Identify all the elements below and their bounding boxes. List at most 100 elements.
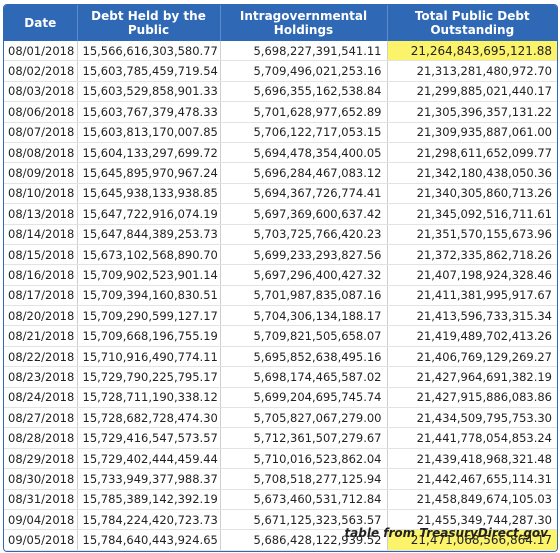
cell-intragovernmental-holdings: 5,710,016,523,862.04 <box>220 448 388 470</box>
cell-date: 08/08/2018 <box>4 142 78 164</box>
table-header: Date Debt Held by the Public Intragovern… <box>4 5 557 41</box>
cell-date: 08/21/2018 <box>4 325 78 347</box>
cell-intragovernmental-holdings: 5,704,306,134,188.17 <box>220 305 388 327</box>
cell-intragovernmental-holdings: 5,697,296,400,427.32 <box>220 264 388 286</box>
cell-date: 08/30/2018 <box>4 468 78 490</box>
cell-debt-held-by-public: 15,729,402,444,459.44 <box>77 448 221 470</box>
cell-total-public-debt: 21,309,935,887,061.00 <box>387 122 557 143</box>
cell-intragovernmental-holdings: 5,694,367,726,774.41 <box>220 183 388 205</box>
cell-debt-held-by-public: 15,729,790,225,795.17 <box>77 366 221 388</box>
cell-total-public-debt: 21,340,305,860,713.26 <box>387 183 557 205</box>
table-row: 09/04/2018 15,784,224,420,723.73 5,671,125… <box>4 509 557 531</box>
table-row: 08/14/2018 15,647,844,389,253.73 5,703,725… <box>4 224 557 245</box>
cell-total-public-debt: 21,427,915,886,083.86 <box>387 387 557 409</box>
cell-total-public-debt: 21,372,335,862,718.26 <box>387 244 557 266</box>
cell-debt-held-by-public: 15,709,394,160,830.51 <box>77 285 221 307</box>
cell-intragovernmental-holdings: 5,699,233,293,827.56 <box>220 244 388 266</box>
debt-table: Date Debt Held by the Public Intragovern… <box>4 5 557 551</box>
cell-total-public-debt: 21,413,596,733,315.34 <box>387 305 557 327</box>
table-row: 08/03/2018 15,603,529,858,901.33 5,696,355… <box>4 81 557 103</box>
cell-date: 09/04/2018 <box>4 509 78 531</box>
cell-intragovernmental-holdings: 5,695,852,638,495.16 <box>220 346 388 368</box>
cell-date: 08/14/2018 <box>4 224 78 245</box>
cell-total-public-debt: 21,298,611,652,099.77 <box>387 142 557 164</box>
cell-total-public-debt: 21,458,849,674,105.03 <box>387 489 557 510</box>
cell-debt-held-by-public: 15,673,102,568,890.70 <box>77 244 221 266</box>
table-row: 08/23/2018 15,729,790,225,795.17 5,698,174… <box>4 366 557 388</box>
cell-total-public-debt: 21,406,769,129,269.27 <box>387 346 557 368</box>
cell-date: 08/16/2018 <box>4 264 78 286</box>
table-row: 08/16/2018 15,709,902,523,901.14 5,697,296… <box>4 264 557 286</box>
cell-intragovernmental-holdings: 5,701,987,835,087.16 <box>220 285 388 307</box>
header-row: Date Debt Held by the Public Intragovern… <box>4 5 557 41</box>
cell-intragovernmental-holdings: 5,705,827,067,279.00 <box>220 407 388 429</box>
table-row: 08/29/2018 15,729,402,444,459.44 5,710,016… <box>4 448 557 470</box>
table-row: 08/10/2018 15,645,938,133,938.85 5,694,367… <box>4 183 557 205</box>
cell-debt-held-by-public: 15,603,767,379,478.33 <box>77 101 221 123</box>
header-date: Date <box>4 5 78 41</box>
cell-debt-held-by-public: 15,603,813,170,007.85 <box>77 122 221 143</box>
table-row: 08/09/2018 15,645,895,970,967.24 5,696,284… <box>4 162 557 184</box>
cell-date: 08/23/2018 <box>4 366 78 388</box>
table-row: 08/31/2018 15,785,389,142,392.19 5,673,460… <box>4 489 557 510</box>
header-total-public-debt: Total Public Debt Outstanding <box>387 5 557 41</box>
cell-total-public-debt: 21,441,778,054,853.24 <box>387 427 557 449</box>
table-row: 08/06/2018 15,603,767,379,478.33 5,701,628… <box>4 101 557 123</box>
table-row: 08/15/2018 15,673,102,568,890.70 5,699,233… <box>4 244 557 266</box>
cell-debt-held-by-public: 15,709,902,523,901.14 <box>77 264 221 286</box>
cell-intragovernmental-holdings: 5,698,174,465,587.02 <box>220 366 388 388</box>
cell-date: 08/31/2018 <box>4 489 78 510</box>
table-row: 08/08/2018 15,604,133,297,699.72 5,694,478… <box>4 142 557 164</box>
cell-total-public-debt: 21,427,964,691,382.19 <box>387 366 557 388</box>
cell-debt-held-by-public: 15,784,640,443,924.65 <box>77 529 221 551</box>
cell-intragovernmental-holdings: 5,697,369,600,637.42 <box>220 203 388 225</box>
cell-date: 08/07/2018 <box>4 122 78 143</box>
debt-table-frame: Date Debt Held by the Public Intragovern… <box>3 4 558 552</box>
cell-debt-held-by-public: 15,604,133,297,699.72 <box>77 142 221 164</box>
cell-debt-held-by-public: 15,645,895,970,967.24 <box>77 162 221 184</box>
source-credit: table from TreasuryDirect.gov <box>344 526 548 540</box>
cell-date: 09/05/2018 <box>4 529 78 551</box>
cell-debt-held-by-public: 15,603,529,858,901.33 <box>77 81 221 103</box>
cell-debt-held-by-public: 15,785,389,142,392.19 <box>77 489 221 510</box>
cell-date: 08/27/2018 <box>4 407 78 429</box>
cell-debt-held-by-public: 15,566,616,303,580.77 <box>77 41 221 62</box>
cell-debt-held-by-public: 15,709,668,196,755.19 <box>77 325 221 347</box>
table-row: 08/02/2018 15,603,785,459,719.54 5,709,496… <box>4 60 557 82</box>
cell-intragovernmental-holdings: 5,706,122,717,053.15 <box>220 122 388 143</box>
header-debt-held-by-public: Debt Held by the Public <box>77 5 221 41</box>
cell-total-public-debt: 21,455,349,744,287.30 <box>387 509 557 531</box>
cell-intragovernmental-holdings: 5,698,227,391,541.11 <box>220 41 388 62</box>
cell-debt-held-by-public: 15,603,785,459,719.54 <box>77 60 221 82</box>
cell-date: 08/02/2018 <box>4 60 78 82</box>
cell-total-public-debt: 21,342,180,438,050.36 <box>387 162 557 184</box>
cell-intragovernmental-holdings: 5,708,518,277,125.94 <box>220 468 388 490</box>
cell-date: 08/15/2018 <box>4 244 78 266</box>
table-row: 08/13/2018 15,647,722,916,074.19 5,697,369… <box>4 203 557 225</box>
cell-total-public-debt: 21,471,068,566,864.17 <box>387 529 557 551</box>
cell-total-public-debt: 21,351,570,155,673.96 <box>387 224 557 245</box>
cell-intragovernmental-holdings: 5,712,361,507,279.67 <box>220 427 388 449</box>
cell-intragovernmental-holdings: 5,694,478,354,400.05 <box>220 142 388 164</box>
header-intragovernmental-holdings: Intragovernmental Holdings <box>220 5 388 41</box>
cell-intragovernmental-holdings: 5,709,496,021,253.16 <box>220 60 388 82</box>
cell-intragovernmental-holdings: 5,671,125,323,563.57 <box>220 509 388 531</box>
cell-intragovernmental-holdings: 5,699,204,695,745.74 <box>220 387 388 409</box>
cell-date: 08/28/2018 <box>4 427 78 449</box>
cell-debt-held-by-public: 15,645,938,133,938.85 <box>77 183 221 205</box>
cell-intragovernmental-holdings: 5,696,355,162,538.84 <box>220 81 388 103</box>
cell-total-public-debt: 21,434,509,795,753.30 <box>387 407 557 429</box>
table-row: 08/01/2018 15,566,616,303,580.77 5,698,227… <box>4 41 557 62</box>
cell-date: 08/06/2018 <box>4 101 78 123</box>
table-row: 09/05/2018 15,784,640,443,924.65 5,686,428… <box>4 529 557 551</box>
cell-total-public-debt: 21,407,198,924,328.46 <box>387 264 557 286</box>
cell-total-public-debt: 21,439,418,968,321.48 <box>387 448 557 470</box>
cell-debt-held-by-public: 15,728,711,190,338.12 <box>77 387 221 409</box>
cell-debt-held-by-public: 15,709,290,599,127.17 <box>77 305 221 327</box>
cell-date: 08/22/2018 <box>4 346 78 368</box>
table-row: 08/21/2018 15,709,668,196,755.19 5,709,821… <box>4 325 557 347</box>
cell-intragovernmental-holdings: 5,703,725,766,420.23 <box>220 224 388 245</box>
cell-total-public-debt: 21,411,381,995,917.67 <box>387 285 557 307</box>
cell-date: 08/13/2018 <box>4 203 78 225</box>
table-row: 08/17/2018 15,709,394,160,830.51 5,701,987… <box>4 285 557 307</box>
